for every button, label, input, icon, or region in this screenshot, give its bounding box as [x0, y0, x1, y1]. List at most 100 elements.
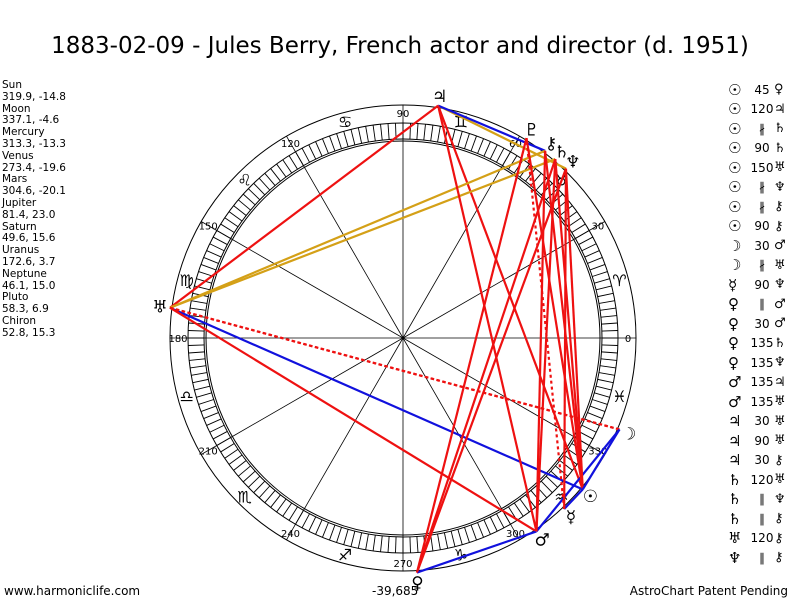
degree-tick: [191, 372, 208, 376]
degree-tick: [350, 530, 356, 547]
aspect-line: [415, 137, 528, 573]
aspect-planet: ⚷: [774, 550, 784, 566]
degree-tick: [380, 535, 383, 552]
aspect-planet: ♂: [728, 373, 742, 392]
degree-label: 330: [588, 447, 607, 458]
position-name: Neptune: [2, 267, 47, 280]
aspect-line: [543, 150, 584, 490]
aspect-row: ♃ 30 ♅: [728, 412, 790, 432]
aspect-angle: 45: [754, 82, 770, 97]
aspect-planet: ♆: [774, 179, 786, 195]
aspect-planet: ⚷: [774, 452, 784, 468]
degree-tick: [258, 485, 271, 499]
degree-tick: [288, 155, 298, 170]
degree-tick: [589, 405, 606, 412]
aspect-planet: ♅: [774, 257, 786, 273]
aspect-planet: ♆: [774, 277, 786, 293]
degree-tick: [282, 159, 293, 174]
aspect-line: [437, 105, 538, 532]
degree-ticks: [188, 123, 618, 553]
degree-tick: [595, 385, 612, 391]
degree-tick: [387, 123, 390, 140]
degree-tick: [559, 460, 573, 471]
degree-tick: [238, 465, 251, 477]
aspect-line: [581, 428, 621, 490]
degree-tick: [343, 529, 349, 545]
degree-tick: [276, 163, 287, 178]
degree-tick: [470, 135, 477, 152]
position-value: -39,685: [372, 584, 419, 598]
degree-tick: [584, 418, 600, 426]
aspect-angle: ∦: [759, 121, 765, 136]
aspect-angle: ∦: [759, 258, 765, 273]
degree-tick: [416, 536, 419, 553]
degree-tick: [189, 315, 206, 318]
position-coords: 273.4, -19.6: [2, 161, 66, 174]
site-url: www.harmoniclife.com: [4, 584, 141, 598]
degree-tick: [200, 405, 217, 412]
position-coords: 52.8, 15.3: [2, 326, 56, 339]
degree-tick: [430, 535, 434, 551]
degree-tick: [600, 365, 616, 369]
aspect-line: [169, 306, 620, 431]
degree-tick: [595, 285, 612, 291]
degree-tick: [597, 292, 614, 298]
degree-tick: [601, 322, 618, 325]
degree-tick: [457, 529, 463, 545]
degree-tick: [196, 392, 212, 398]
aspect-planet: ☉: [728, 139, 742, 158]
aspect-row: ♀ ∥ ♂: [728, 295, 790, 315]
degree-tick: [224, 217, 239, 228]
aspect-planet: ♆: [774, 355, 786, 371]
degree-tick: [270, 168, 281, 182]
degree-tick: [357, 127, 363, 144]
degree-tick: [315, 519, 323, 535]
aspect-line: [169, 306, 584, 491]
position-name: Chiron: [2, 314, 37, 327]
aspect-planet: ♃: [728, 451, 742, 470]
degree-tick: [496, 513, 505, 529]
aspect-planet: ⚷: [774, 530, 784, 546]
aspect-angle: 120: [750, 472, 774, 487]
aspect-row: ☿ 90 ♆: [728, 275, 790, 295]
aspect-row: ♀ 135 ♄: [728, 334, 790, 354]
degree-tick: [567, 217, 582, 228]
aspect-planet: ☽: [728, 256, 742, 275]
aspect-angle: 135: [750, 336, 774, 351]
degree-tick: [477, 138, 484, 154]
degree-tick: [380, 124, 383, 141]
aspect-line: [169, 158, 556, 309]
degree-tick: [233, 460, 247, 471]
house-spoke: [201, 221, 233, 240]
aspect-planet: ♀: [728, 353, 739, 372]
aspect-planet: ☉: [728, 119, 742, 138]
aspect-line: [535, 428, 621, 533]
degree-tick: [430, 125, 434, 141]
venus-icon: ♀: [411, 574, 423, 594]
aspect-planet: ♆: [728, 548, 742, 567]
degree-tick: [308, 144, 317, 160]
degree-tick: [464, 133, 470, 149]
degree-tick: [350, 129, 356, 146]
zodiac-sign-icon: ♋: [338, 113, 352, 132]
degree-label: 240: [281, 529, 300, 540]
zodiac-sign-icon: ♍: [179, 271, 193, 290]
degree-tick: [220, 223, 235, 233]
degree-tick: [387, 536, 390, 553]
house-spoke: [304, 167, 404, 339]
aspect-row: ♄ ∥ ⚷: [728, 509, 790, 529]
degree-tick: [470, 524, 477, 541]
aspect-line: [415, 158, 557, 573]
degree-tick: [555, 465, 568, 477]
degree-tick: [248, 188, 261, 201]
aspect-planet: ♃: [774, 374, 786, 390]
aspect-planet: ☉: [728, 80, 742, 99]
degree-tick: [228, 454, 243, 465]
chiron-icon: ⚷: [545, 134, 557, 154]
position-name: Jupiter: [2, 196, 37, 209]
degree-tick: [203, 257, 219, 264]
degree-tick: [188, 351, 205, 354]
degree-tick: [483, 519, 491, 535]
position-coords: 172.6, 3.7: [2, 255, 56, 268]
aspect-row: ☉ 90 ⚷: [728, 217, 790, 237]
